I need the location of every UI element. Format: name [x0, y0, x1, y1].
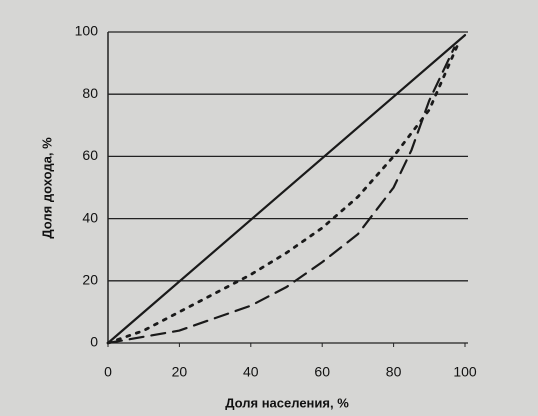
x-tick-label: 0 [104, 364, 112, 380]
y-tick-label: 0 [90, 334, 98, 350]
y-axis-label: Доля дохода, % [39, 137, 54, 239]
curve [106, 46, 456, 345]
y-tick-label: 40 [82, 209, 98, 225]
y-tick-label: 60 [82, 147, 98, 163]
curve [106, 43, 460, 345]
x-axis-label: Доля населения, % [225, 395, 349, 410]
curve [106, 34, 467, 345]
y-tick-label: 100 [75, 23, 99, 39]
x-tick-label: 20 [172, 364, 188, 380]
x-tick-label: 40 [243, 364, 259, 380]
x-tick-label: 100 [453, 364, 477, 380]
x-tick-label: 60 [314, 364, 330, 380]
x-tick-label: 80 [386, 364, 402, 380]
y-tick-label: 20 [82, 272, 98, 288]
y-tick-label: 80 [82, 85, 98, 101]
